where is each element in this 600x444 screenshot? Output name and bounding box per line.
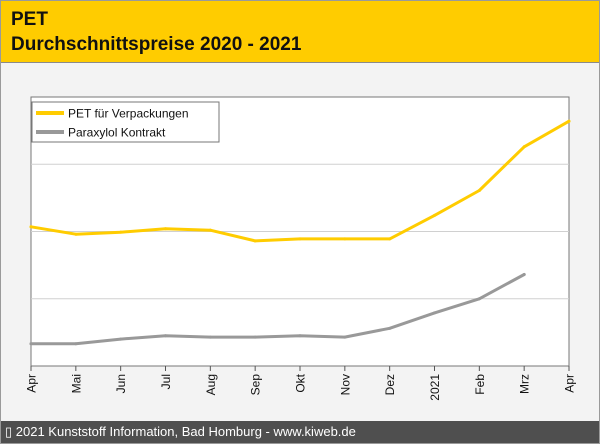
data-point: [164, 334, 167, 338]
data-point: [567, 119, 571, 123]
legend-label: Paraxylol Kontrakt: [68, 126, 166, 140]
data-point: [253, 239, 257, 243]
data-point: [74, 342, 78, 346]
data-point: [343, 237, 347, 241]
x-tick-label: Aug: [204, 374, 218, 395]
chart-subtitle: Durchschnittspreise 2020 - 2021: [11, 34, 302, 55]
x-tick-label: Dez: [383, 374, 397, 395]
x-tick-label: Feb: [473, 374, 487, 395]
data-point: [433, 311, 436, 315]
x-axis: Apr Mai Jun Jul Aug Sep Okt Nov Dez 2021 Feb Mrz Apr: [25, 366, 577, 401]
data-point: [477, 188, 481, 192]
line-chart: Apr Mai Jun Jul Aug Sep Okt Nov Dez 2021 Feb Mrz Apr…: [25, 96, 577, 401]
data-point: [119, 230, 123, 234]
data-point: [343, 335, 347, 339]
legend-box: [31, 101, 220, 143]
x-tick-label: Jul: [159, 374, 173, 389]
data-point: [298, 237, 302, 241]
x-tick-label: Mrz: [518, 374, 532, 394]
x-tick-label: Nov: [338, 374, 352, 395]
data-point: [477, 297, 481, 301]
data-point: [253, 335, 257, 339]
x-tick-label: Mai: [69, 374, 83, 393]
series-line-1: [29, 273, 526, 346]
data-point: [433, 213, 436, 217]
legend: PET für Verpackungen Paraxylol Kontrakt: [31, 101, 220, 143]
x-tick-label: Jun: [114, 374, 128, 393]
x-tick-label: 2021: [428, 374, 442, 401]
footer: ▯ 2021 Kunststoff Information, Bad Hombu…: [1, 421, 599, 443]
data-point: [208, 228, 212, 232]
x-tick-label: Okt: [294, 373, 308, 392]
data-point: [208, 335, 212, 339]
data-point: [388, 326, 392, 330]
data-point: [119, 337, 123, 341]
data-point: [522, 145, 526, 149]
header: PET Durchschnittspreise 2020 - 2021: [1, 1, 599, 63]
chart-title: PET: [11, 9, 48, 30]
data-point: [74, 232, 78, 236]
legend-label: PET für Verpackungen: [68, 107, 189, 121]
series-lines: [29, 119, 571, 346]
data-point: [522, 273, 526, 277]
x-tick-label: Sep: [249, 374, 263, 396]
x-tick-label: Apr: [563, 374, 577, 393]
data-point: [388, 237, 392, 241]
data-point: [29, 342, 33, 346]
data-point: [29, 225, 33, 229]
data-point: [164, 227, 167, 231]
x-tick-label: Apr: [25, 374, 39, 393]
data-point: [298, 334, 302, 338]
